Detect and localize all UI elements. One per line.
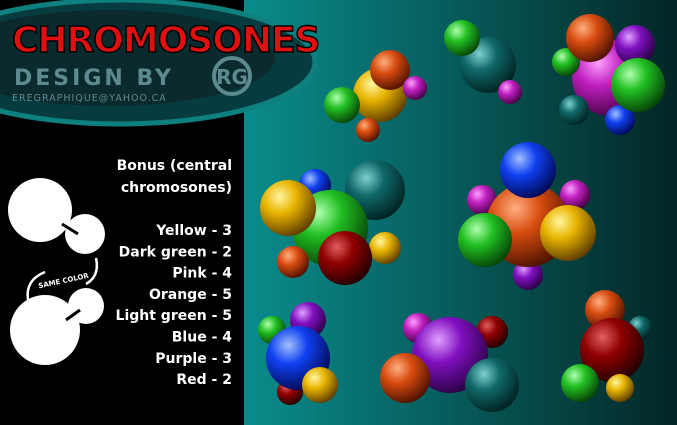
bonus-line: chromosones) xyxy=(121,180,232,196)
score-line: Yellow - 3 xyxy=(155,223,232,239)
game-title: CHROMOSONES xyxy=(12,20,319,61)
credit: Design by xyxy=(14,66,174,91)
email: EREGRAPHIQUE@YAHOO.CA xyxy=(12,93,167,104)
chromosomes xyxy=(258,14,665,412)
score-line: Blue - 4 xyxy=(172,330,232,346)
score-legend: Bonus (central chromosones) Yellow - 3 Da… xyxy=(116,158,233,388)
score-line: Pink - 4 xyxy=(172,266,232,282)
score-line: Red - 2 xyxy=(176,372,232,388)
hint-label: SAME COLOR xyxy=(38,272,90,291)
hint-diagram: SAME COLOR xyxy=(8,178,105,365)
score-line: Light green - 5 xyxy=(116,308,232,324)
score-line: Purple - 3 xyxy=(155,351,232,367)
bonus-line: Bonus (central xyxy=(117,158,232,174)
logo: RG xyxy=(216,65,248,89)
score-line: Orange - 5 xyxy=(149,287,232,303)
header: CHROMOSONES Design by RG EREGRAPHIQUE@YA… xyxy=(0,0,321,127)
score-line: Dark green - 2 xyxy=(119,244,232,260)
